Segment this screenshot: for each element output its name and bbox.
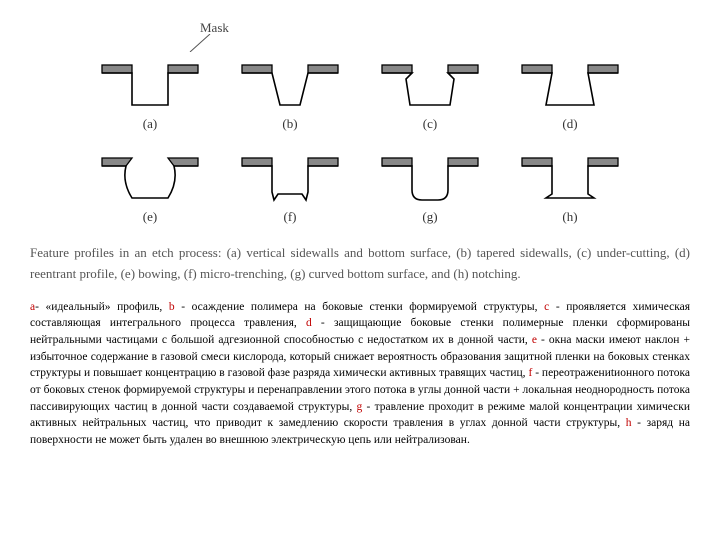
profile-b-label: (b) bbox=[230, 116, 350, 132]
profile-g-label: (g) bbox=[370, 209, 490, 225]
profile-c: (c) bbox=[370, 57, 490, 132]
profile-f: (f) bbox=[230, 150, 350, 225]
profile-c-label: (c) bbox=[370, 116, 490, 132]
profile-g: (g) bbox=[370, 150, 490, 225]
desc-a-text: - «идеальный» профиль, bbox=[35, 301, 169, 313]
description-paragraph: a- «идеальный» профиль, b - осаждение по… bbox=[30, 299, 690, 449]
profile-h-label: (h) bbox=[510, 209, 630, 225]
profile-e: (e) bbox=[90, 150, 210, 225]
profile-b: (b) bbox=[230, 57, 350, 132]
profile-d: (d) bbox=[510, 57, 630, 132]
diagram-row-2: (e) (f) (g) (h bbox=[90, 150, 630, 225]
etch-profiles-diagram: Mask (a) (b) bbox=[90, 20, 630, 225]
desc-b-text: - осаждение полимера на боковые стенки ф… bbox=[175, 301, 545, 313]
profile-h: (h) bbox=[510, 150, 630, 225]
profile-a-label: (a) bbox=[90, 116, 210, 132]
profile-a: (a) bbox=[90, 57, 210, 132]
mask-callout-line bbox=[180, 34, 300, 52]
profile-e-label: (e) bbox=[90, 209, 210, 225]
profile-f-label: (f) bbox=[230, 209, 350, 225]
diagram-row-1: (a) (b) (c) (d bbox=[90, 57, 630, 132]
profile-d-label: (d) bbox=[510, 116, 630, 132]
figure-caption: Feature profiles in an etch process: (a)… bbox=[30, 243, 690, 285]
